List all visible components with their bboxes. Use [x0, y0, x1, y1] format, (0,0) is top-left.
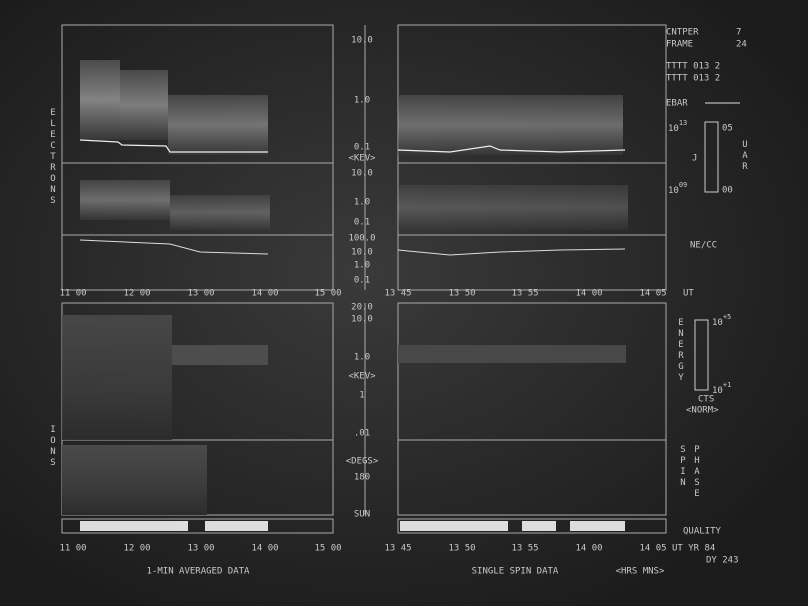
exp: +1: [723, 381, 731, 389]
x-tick-label: 13 50: [448, 289, 475, 299]
x-tick-label: 13 45: [384, 289, 411, 299]
ion-units: CTS: [698, 395, 714, 405]
center-tick-label: 1: [359, 391, 364, 401]
center-tick-label: .01: [354, 429, 370, 439]
day: DY 243: [706, 556, 739, 566]
frame: 24: [736, 40, 747, 50]
display: CNTPER 7 FRAME 24 TTTT 013 2 TTTT 013 2 …: [0, 0, 808, 606]
cntper: 7: [736, 28, 741, 38]
x-tick-label: 12 00: [123, 544, 150, 554]
scale-min: 1009: [668, 181, 687, 196]
ut-label: UT: [683, 289, 694, 299]
caption-units: <HRS MNS>: [616, 567, 665, 577]
screen: CNTPER 7 FRAME 24 TTTT 013 2 TTTT 013 2 …: [0, 0, 808, 606]
density-label: NE/CC: [690, 241, 717, 251]
x-tick-label: 14 00: [575, 544, 602, 554]
caption: SINGLE SPIN DATA: [472, 567, 559, 577]
center-tick-label: 0.1: [354, 276, 370, 286]
x-tick-label: 13 55: [511, 544, 538, 554]
base: 10: [668, 186, 679, 196]
center-tick-label: 1.0: [354, 353, 370, 363]
frame-label: FRAME: [666, 40, 693, 50]
ut-year: UT YR 84: [672, 544, 715, 554]
x-tick-label: 14 05: [639, 544, 666, 554]
x-tick-label: 13 50: [448, 544, 475, 554]
cntper-label: CNTPER: [666, 28, 699, 38]
center-tick-label: 10.0: [351, 248, 373, 258]
exp: 09: [679, 181, 687, 189]
center-tick-label: 1.0: [354, 96, 370, 106]
uar-label: UAR: [740, 140, 750, 173]
x-tick-label: 13 55: [511, 289, 538, 299]
center-tick-label: 100.0: [348, 234, 375, 244]
center-tick-label: 10.0: [351, 169, 373, 179]
x-tick-label: 14 05: [639, 289, 666, 299]
ebar: EBAR: [666, 99, 688, 109]
scale-top: 05: [722, 124, 733, 134]
x-tick-label: 11 00: [59, 289, 86, 299]
spin-label: SPIN: [678, 445, 688, 489]
base: 10: [668, 124, 679, 134]
scale-bottom: 00: [722, 186, 733, 196]
scale-mid: J: [692, 154, 697, 164]
center-tick-label: <DEGS>: [346, 457, 379, 467]
center-tick-label: <KEV>: [348, 372, 376, 382]
center-tick-label: 180: [354, 473, 370, 483]
x-tick-label: 13 45: [384, 544, 411, 554]
x-tick-label: 14 00: [251, 289, 278, 299]
center-tick-label: 0.1: [354, 143, 370, 153]
ion-norm: <NORM>: [686, 406, 719, 416]
x-tick-label: 13 00: [187, 544, 214, 554]
ion-spectrogram: [62, 315, 626, 515]
center-tick-label: 0.1: [354, 218, 370, 228]
x-tick-label: 11 00: [59, 544, 86, 554]
x-tick-label: 15 00: [314, 289, 341, 299]
x-tick-label: 12 00: [123, 289, 150, 299]
page: Particle spectrogram display {"status":{…: [0, 0, 808, 606]
phase-label: PHASE: [692, 445, 702, 500]
center-tick-label: 1.0: [354, 198, 370, 208]
electrons-label: ELECTRONS: [48, 108, 58, 207]
center-tick-label: 10.0: [351, 36, 373, 46]
scale-max: 1013: [668, 119, 687, 134]
x-tick-label: 14 00: [251, 544, 278, 554]
center-tick-label: SUN: [354, 510, 370, 520]
exp: +5: [723, 313, 731, 321]
center-tick-label: 10.0: [351, 315, 373, 325]
center-tick-label: 20.0: [351, 303, 373, 313]
status-line: TTTT 013 2: [666, 74, 720, 84]
ions-label: IONS: [48, 425, 58, 469]
center-tick-label: <KEV>: [348, 154, 376, 164]
x-tick-label: 13 00: [187, 289, 214, 299]
x-tick-label: 15 00: [314, 544, 341, 554]
quality-label: QUALITY: [683, 527, 722, 537]
status-line: TTTT 013 2: [666, 62, 720, 72]
ion-scale-max: 10+5: [712, 313, 731, 328]
center-tick-label: 1.0: [354, 261, 370, 271]
energy-label: ENERGY: [676, 318, 686, 384]
x-tick-label: 14 00: [575, 289, 602, 299]
quality-bars: [62, 519, 666, 533]
caption: 1-MIN AVERAGED DATA: [147, 567, 251, 577]
body: CNTPER 7 FRAME 24 TTTT 013 2 TTTT 013 2 …: [0, 0, 808, 606]
ion-scale-min: 10+1: [712, 381, 731, 396]
exp: 13: [679, 119, 687, 127]
base: 10: [712, 318, 723, 328]
